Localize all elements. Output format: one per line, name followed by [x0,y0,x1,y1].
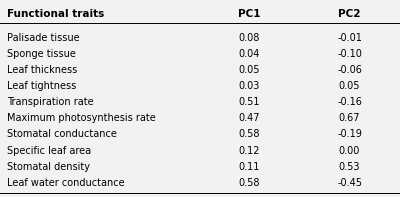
Text: -0.06: -0.06 [338,65,363,75]
Text: 0.05: 0.05 [338,81,360,91]
Text: Stomatal density: Stomatal density [7,162,90,172]
Text: -0.19: -0.19 [338,129,363,139]
Text: 0.51: 0.51 [238,97,260,107]
Text: Sponge tissue: Sponge tissue [7,49,76,59]
Text: 0.12: 0.12 [238,146,260,156]
Text: Stomatal conductance: Stomatal conductance [7,129,117,139]
Text: -0.16: -0.16 [338,97,363,107]
Text: -0.01: -0.01 [338,33,363,43]
Text: PC2: PC2 [338,9,360,19]
Text: 0.47: 0.47 [238,113,260,123]
Text: 0.05: 0.05 [238,65,260,75]
Text: Transpiration rate: Transpiration rate [7,97,94,107]
Text: Leaf tightness: Leaf tightness [7,81,76,91]
Text: Palisade tissue: Palisade tissue [7,33,80,43]
Text: Functional traits: Functional traits [7,9,104,19]
Text: 0.03: 0.03 [238,81,259,91]
Text: 0.00: 0.00 [338,146,359,156]
Text: 0.58: 0.58 [238,178,260,188]
Text: Leaf thickness: Leaf thickness [7,65,78,75]
Text: 0.11: 0.11 [238,162,259,172]
Text: PC1: PC1 [238,9,260,19]
Text: 0.04: 0.04 [238,49,259,59]
Text: Leaf water conductance: Leaf water conductance [7,178,125,188]
Text: Maximum photosynthesis rate: Maximum photosynthesis rate [7,113,156,123]
Text: Specific leaf area: Specific leaf area [7,146,91,156]
Text: -0.45: -0.45 [338,178,363,188]
Text: 0.08: 0.08 [238,33,259,43]
Text: -0.10: -0.10 [338,49,363,59]
Text: 0.58: 0.58 [238,129,260,139]
Text: 0.53: 0.53 [338,162,360,172]
Text: 0.67: 0.67 [338,113,360,123]
